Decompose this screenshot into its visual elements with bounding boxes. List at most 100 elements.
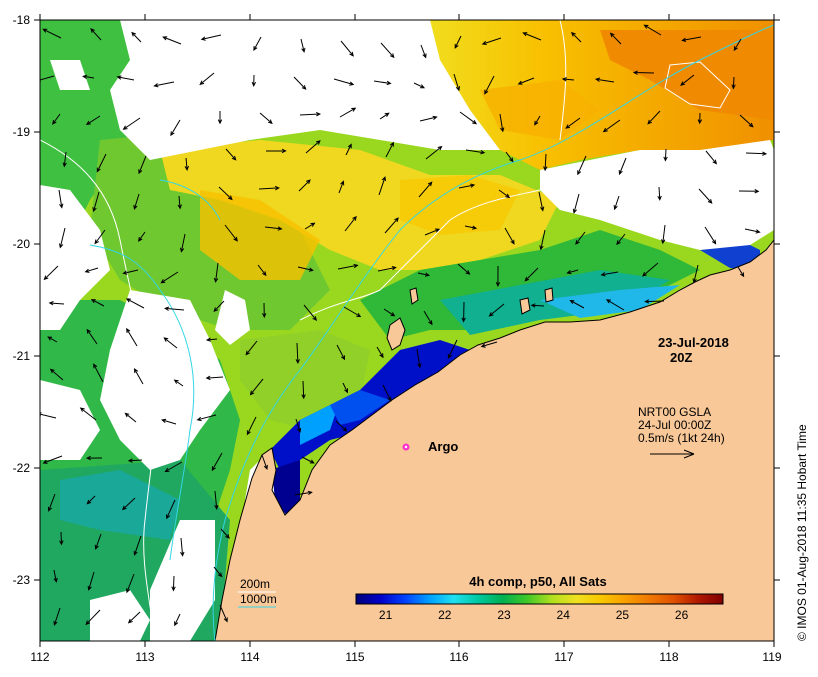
- current-vector-arrow: [94, 229, 106, 245]
- colorbar-title: 4h comp, p50, All Sats: [469, 574, 607, 589]
- current-vector-arrow: [214, 490, 219, 510]
- current-vector-arrow: [220, 528, 230, 539]
- current-vector-arrow: [305, 140, 321, 154]
- current-vector-arrow: [122, 269, 139, 275]
- current-vector-arrow: [738, 189, 760, 194]
- current-vector-arrow: [498, 189, 511, 199]
- current-vector-arrow: [53, 569, 58, 583]
- current-vector-arrow: [199, 72, 215, 86]
- current-vector-arrow: [744, 228, 761, 234]
- current-vector-arrow: [297, 266, 314, 272]
- current-vector-arrow: [538, 191, 545, 212]
- credit-text: © IMOS 01-Aug-2018 11:35 Hobart Time: [795, 424, 809, 641]
- current-vector-arrow: [343, 306, 362, 318]
- current-vector-arrow: [342, 382, 348, 394]
- current-vector-arrow: [681, 36, 702, 42]
- current-vector-arrow: [480, 341, 498, 348]
- current-vector-arrow: [249, 378, 264, 396]
- current-vector-arrow: [379, 112, 390, 120]
- current-vector-arrow: [704, 226, 717, 245]
- current-vector-arrow: [219, 604, 228, 623]
- x-tick-label: 113: [135, 650, 154, 664]
- current-vector-arrow: [200, 34, 222, 41]
- current-vector-arrow: [259, 112, 273, 125]
- colorbar-tick-label: 26: [675, 608, 689, 622]
- current-vector-arrow: [373, 80, 392, 86]
- current-vector-arrow: [126, 327, 138, 347]
- current-vector-arrow: [594, 77, 615, 83]
- x-tick-label: 112: [30, 650, 49, 664]
- colorbar-scale: [355, 593, 724, 605]
- plot-frame: [39, 19, 775, 642]
- current-vector-arrow: [517, 77, 535, 85]
- current-vector-arrow: [524, 267, 539, 282]
- current-vector-arrow: [663, 148, 668, 162]
- colorbar-tick-label: 22: [438, 608, 452, 622]
- current-vector-arrow: [62, 151, 67, 168]
- current-vector-arrow: [85, 609, 101, 626]
- current-vector-arrow: [458, 183, 476, 189]
- current-vector-arrow: [647, 110, 661, 125]
- current-vector-arrow: [339, 107, 357, 118]
- x-tick-label: 118: [659, 650, 678, 664]
- current-vector-arrow: [262, 302, 267, 319]
- current-vector-arrow: [42, 455, 63, 464]
- current-vector-arrow: [138, 231, 146, 242]
- current-vector-arrow: [733, 38, 742, 52]
- current-vector-arrow: [705, 150, 718, 165]
- current-vector-arrow: [179, 233, 186, 253]
- current-vector-arrow: [180, 537, 185, 557]
- current-vector-arrow: [680, 74, 695, 86]
- current-vector-arrow: [218, 186, 233, 201]
- x-tick-label: 115: [345, 650, 364, 664]
- current-vector-arrow: [300, 38, 306, 53]
- y-tick-label: -19: [13, 125, 31, 139]
- current-vector-arrow: [92, 191, 100, 213]
- current-vector-arrow: [505, 151, 514, 163]
- gsla-title: NRT00 GSLA: [638, 405, 711, 419]
- current-vector-arrow: [344, 215, 357, 232]
- current-vector-arrow: [133, 535, 142, 556]
- current-vector-arrow: [416, 348, 422, 369]
- current-vector-arrow: [253, 36, 262, 52]
- current-vector-arrow: [345, 143, 352, 156]
- current-vector-arrow: [205, 375, 224, 381]
- plot-area: [40, 20, 774, 641]
- current-vector-arrow: [457, 263, 471, 275]
- current-vector-arrow: [133, 367, 144, 385]
- current-vector-arrow: [335, 420, 348, 432]
- current-vector-arrow: [731, 76, 736, 90]
- current-vector-arrow: [170, 119, 181, 137]
- current-vector-arrow: [488, 303, 505, 317]
- current-vector-arrow: [447, 339, 458, 360]
- current-vector-arrow: [499, 113, 505, 133]
- current-vector-arrow: [461, 301, 466, 323]
- current-vector-arrow: [301, 456, 315, 464]
- current-vector-arrow: [224, 224, 238, 242]
- current-vector-arrow: [213, 566, 223, 578]
- y-tick-label: -23: [13, 573, 31, 587]
- current-vector-arrow: [90, 28, 102, 41]
- current-vector-arrow: [481, 37, 502, 45]
- current-vector-arrow: [303, 304, 318, 321]
- current-vector-arrow: [618, 157, 627, 176]
- current-vector-arrow: [174, 613, 181, 627]
- current-vector-arrow: [616, 233, 626, 246]
- current-vector-arrow: [453, 73, 461, 92]
- x-tick-label: 116: [449, 650, 468, 664]
- current-vector-arrow: [122, 117, 141, 130]
- current-vector-arrow: [258, 185, 280, 191]
- current-vector-arrow: [380, 42, 395, 59]
- current-vector-arrow: [413, 82, 426, 89]
- current-vector-arrow: [163, 337, 178, 349]
- current-vector-arrow: [420, 44, 427, 59]
- current-vector-arrow: [376, 346, 384, 359]
- current-vector-arrow: [613, 195, 620, 211]
- current-vector-arrow: [40, 75, 55, 83]
- current-vector-arrow: [245, 340, 258, 356]
- current-vector-arrow: [495, 265, 501, 287]
- current-vector-arrow: [127, 458, 143, 463]
- current-vector-arrow: [42, 28, 62, 39]
- current-vector-arrow: [53, 607, 61, 626]
- current-vector-arrow: [600, 271, 619, 277]
